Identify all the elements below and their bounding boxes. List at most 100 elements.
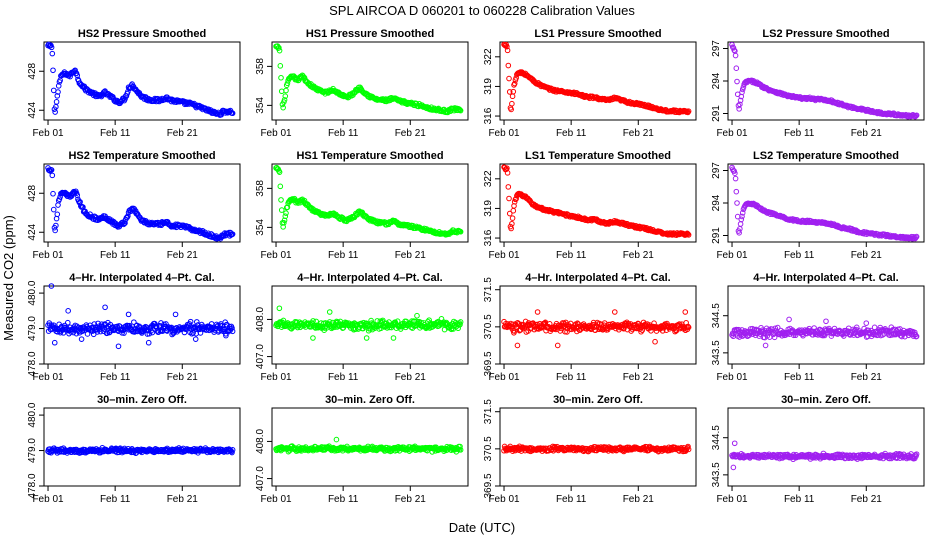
data-point [284, 204, 291, 211]
data-point [912, 113, 918, 120]
data-point [732, 327, 738, 334]
data-point [509, 321, 516, 328]
data-point-outlier [276, 305, 283, 312]
x-tick-label: Feb 01 [716, 250, 748, 261]
x-tick-label: Feb 11 [556, 250, 587, 261]
data-point [511, 80, 518, 87]
data-point [732, 175, 739, 182]
panel-frame [43, 285, 241, 365]
x-tick-label: Feb 21 [851, 494, 883, 505]
panel-frame [43, 41, 241, 121]
y-tick-label: 354 [255, 97, 266, 114]
panel-title: 30–min. Zero Off. [781, 394, 871, 406]
panel-frame [499, 41, 697, 121]
data-point [229, 447, 236, 453]
data-point-outlier [78, 336, 85, 342]
x-tick-label: Feb 01 [260, 372, 292, 383]
data-points [273, 43, 464, 116]
panel-3-3: 4–Hr. Interpolated 4–Pt. Cal.Feb 01 Feb 1… [483, 272, 697, 383]
data-point-outlier [65, 308, 71, 314]
data-point-outlier [534, 309, 541, 315]
data-point [738, 216, 745, 223]
data-point [282, 213, 289, 220]
data-point [771, 334, 778, 341]
panel-frame [271, 41, 469, 121]
y-tick-label: 343.5 [711, 462, 722, 487]
data-points [501, 309, 692, 349]
data-point [639, 327, 646, 333]
x-tick-label: Feb 21 [395, 494, 427, 505]
panel-title: LS2 Temperature Smoothed [753, 150, 899, 162]
panel-frame [43, 407, 241, 487]
data-point [68, 193, 75, 199]
y-tick-label: 370.5 [483, 436, 494, 461]
data-point [91, 321, 98, 327]
panel-title: HS1 Pressure Smoothed [306, 28, 434, 40]
data-point [732, 170, 738, 176]
x-axis-label: Date (UTC) [449, 520, 515, 535]
panel-3-4: 4–Hr. Interpolated 4–Pt. Cal.Feb 01 Feb 1… [711, 272, 925, 383]
panel-4-2: 30–min. Zero Off.Feb 01 Feb 11 Feb 21407.0… [255, 394, 469, 505]
data-point [729, 41, 735, 48]
data-point [457, 107, 463, 113]
data-point [64, 319, 71, 326]
y-tick-label: 371.5 [483, 399, 494, 424]
data-point-outlier [786, 316, 792, 323]
data-point [276, 169, 283, 175]
y-tick-label: 408.0 [255, 428, 266, 453]
data-points [273, 305, 464, 341]
data-point [55, 83, 62, 89]
y-tick-label: 319 [483, 200, 494, 217]
y-tick-label: 343.5 [711, 340, 722, 365]
data-point-outlier [223, 332, 229, 339]
data-point [774, 324, 781, 331]
y-tick-label: 316 [483, 229, 494, 246]
panel-title: 30–min. Zero Off. [97, 394, 187, 406]
panel-title: LS1 Pressure Smoothed [534, 28, 661, 40]
data-point-outlier [652, 338, 658, 345]
x-tick-label: Feb 11 [784, 494, 815, 505]
data-points [273, 436, 464, 455]
data-point-outlier [514, 342, 521, 349]
data-point [913, 234, 919, 241]
data-point [913, 112, 920, 119]
y-tick-label: 407.0 [255, 466, 266, 491]
data-point [229, 325, 235, 331]
data-point [508, 106, 514, 113]
y-tick-label: 316 [483, 107, 494, 124]
y-tick-label: 408.0 [255, 306, 266, 331]
data-point-outlier [390, 335, 397, 341]
panel-frame [271, 285, 469, 365]
data-point [49, 172, 56, 179]
x-tick-label: Feb 11 [784, 128, 815, 139]
x-tick-label: Feb 01 [260, 250, 292, 261]
data-points [45, 283, 236, 350]
panel-title: HS1 Temperature Smoothed [296, 150, 443, 162]
x-tick-label: Feb 11 [784, 372, 815, 383]
data-point [54, 211, 61, 218]
data-point-outlier [611, 309, 618, 315]
data-point-outlier [125, 311, 132, 318]
x-tick-label: Feb 01 [488, 128, 520, 139]
data-point-outlier [363, 335, 370, 341]
data-points [273, 164, 464, 238]
data-point [506, 89, 513, 95]
panel-3-2: 4–Hr. Interpolated 4–Pt. Cal.Feb 01 Feb 1… [255, 272, 469, 383]
data-point [120, 221, 127, 228]
data-point [50, 190, 56, 197]
data-point [510, 88, 517, 95]
data-point [504, 47, 511, 54]
data-point [506, 195, 512, 202]
x-tick-label: Feb 01 [488, 372, 520, 383]
data-point [685, 231, 691, 237]
data-point [737, 101, 743, 108]
data-point [733, 65, 740, 71]
x-tick-label: Feb 11 [100, 128, 131, 139]
data-point [509, 220, 515, 227]
data-point-outlier [172, 311, 179, 318]
